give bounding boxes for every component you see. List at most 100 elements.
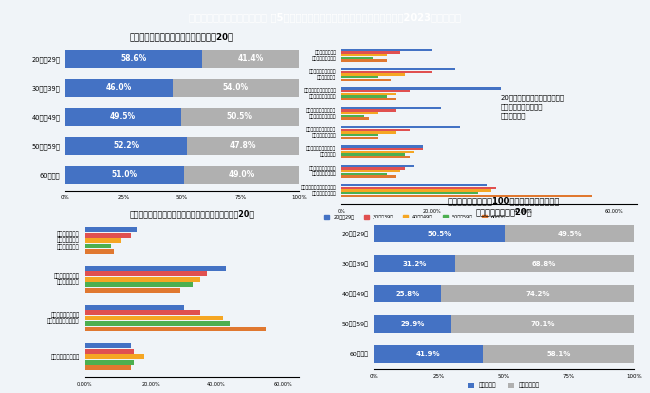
Bar (341, 153, 405, 156)
Bar (84, 238, 121, 243)
Bar (505, 225, 634, 242)
Bar (341, 118, 369, 120)
Bar (341, 54, 387, 57)
Bar (341, 167, 405, 170)
Bar (341, 126, 460, 128)
Bar (341, 73, 405, 76)
Text: 54.0%: 54.0% (223, 83, 249, 92)
Bar (84, 354, 144, 359)
Bar (84, 316, 223, 320)
Text: 47.8%: 47.8% (230, 141, 256, 151)
Bar (341, 129, 410, 131)
Text: トラストバンク地域創生ラボ 第5回調査「災害支援への寄付に関する意識調査2023」世代別編: トラストバンク地域創生ラボ 第5回調査「災害支援への寄付に関する意識調査2023… (189, 12, 461, 22)
Bar (84, 272, 207, 276)
Text: 68.8%: 68.8% (532, 261, 556, 267)
Text: 51.0%: 51.0% (112, 171, 138, 180)
Bar (341, 90, 410, 92)
Bar (341, 151, 414, 153)
Bar (341, 93, 396, 95)
Bar (65, 79, 173, 97)
Bar (84, 277, 200, 282)
Bar (341, 134, 378, 136)
Text: 49.5%: 49.5% (110, 112, 136, 121)
Bar (341, 131, 396, 134)
Bar (84, 321, 229, 326)
Bar (84, 365, 131, 370)
Bar (84, 288, 180, 293)
Title: ふるさと納税での災害支援寄付経験が最もあるのは20代: ふるさと納税での災害支援寄付経験が最もあるのは20代 (129, 209, 254, 218)
Bar (84, 343, 131, 348)
Text: 70.1%: 70.1% (530, 321, 555, 327)
Bar (341, 148, 423, 150)
Bar (374, 315, 452, 332)
Bar (452, 315, 634, 332)
Bar (84, 249, 114, 254)
Bar (455, 255, 634, 272)
Text: 25.8%: 25.8% (395, 291, 419, 297)
Bar (65, 108, 181, 126)
Title: 災害支援への寄付経験が最もあるのは20代: 災害支援への寄付経験が最もあるのは20代 (130, 32, 234, 41)
Text: 74.2%: 74.2% (525, 291, 549, 297)
Bar (341, 98, 396, 100)
Bar (341, 156, 410, 158)
Bar (341, 115, 364, 117)
Bar (374, 285, 441, 303)
Bar (84, 227, 137, 232)
Bar (374, 345, 483, 362)
Bar (84, 233, 131, 237)
Bar (341, 49, 432, 51)
Legend: 寄付したことがある, 寄付したことがない: 寄付したことがある, 寄付したことがない (132, 222, 232, 232)
Bar (341, 59, 387, 62)
Text: 29.9%: 29.9% (400, 321, 425, 327)
Bar (341, 145, 423, 148)
Bar (341, 112, 378, 114)
Bar (84, 244, 111, 248)
Bar (341, 175, 396, 178)
Bar (173, 79, 299, 97)
Bar (341, 107, 441, 109)
Bar (483, 345, 634, 362)
Bar (65, 166, 185, 184)
Text: 20代は旅行やふるさと納税など
その地域との関わりが
寄付の動機に: 20代は旅行やふるさと納税など その地域との関わりが 寄付の動機に (501, 94, 565, 119)
Bar (441, 285, 634, 303)
Bar (84, 310, 200, 315)
Bar (341, 195, 592, 197)
Bar (341, 95, 387, 98)
Text: 52.2%: 52.2% (113, 141, 139, 151)
Bar (341, 187, 496, 189)
Bar (202, 50, 299, 68)
Text: 50.5%: 50.5% (427, 231, 452, 237)
Bar (341, 192, 478, 194)
Bar (374, 225, 505, 242)
Bar (374, 255, 455, 272)
Text: 58.6%: 58.6% (120, 54, 147, 63)
Text: 41.4%: 41.4% (237, 54, 264, 63)
Bar (341, 71, 432, 73)
Text: 46.0%: 46.0% (106, 83, 132, 92)
Bar (341, 137, 378, 139)
Bar (65, 137, 187, 155)
Bar (84, 360, 134, 365)
Bar (84, 349, 134, 354)
Bar (341, 165, 414, 167)
Bar (341, 170, 400, 172)
Bar (341, 184, 487, 186)
Bar (65, 50, 202, 68)
Bar (341, 68, 455, 70)
Bar (341, 51, 400, 54)
Bar (341, 76, 378, 78)
Legend: 知っていた, 知らなかった: 知っていた, 知らなかった (466, 380, 541, 391)
Bar (84, 305, 183, 310)
Legend: 20歳～29歳, 30歳～39歳, 40歳～49歳, 50歳～59歳, 60歳以上: 20歳～29歳, 30歳～39歳, 40歳～49歳, 50歳～59歳, 60歳以… (99, 391, 285, 393)
Bar (341, 109, 396, 112)
Bar (185, 166, 299, 184)
Bar (84, 283, 194, 287)
Bar (341, 173, 387, 175)
Legend: 20歳～29歳, 30歳～39歳, 40歳～49歳, 50歳～59歳, 60歳以上: 20歳～29歳, 30歳～39歳, 40歳～49歳, 50歳～59歳, 60歳以… (322, 213, 508, 222)
Bar (187, 137, 299, 155)
Text: 50.5%: 50.5% (227, 112, 253, 121)
Text: 58.1%: 58.1% (546, 351, 571, 357)
Bar (181, 108, 299, 126)
Bar (341, 87, 500, 90)
Text: 49.0%: 49.0% (229, 171, 255, 180)
